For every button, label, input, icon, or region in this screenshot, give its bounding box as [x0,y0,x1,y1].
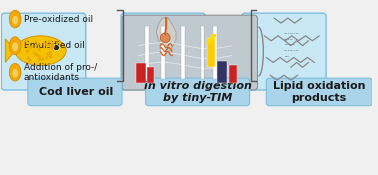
Ellipse shape [12,42,18,51]
Circle shape [44,43,47,46]
Bar [208,38,215,67]
Circle shape [38,48,41,51]
Circle shape [53,45,59,51]
Text: Lipid oxidation
products: Lipid oxidation products [273,81,366,103]
Circle shape [26,50,29,53]
Ellipse shape [12,69,18,78]
Polygon shape [156,18,176,52]
Circle shape [46,56,48,59]
FancyBboxPatch shape [146,78,249,106]
Circle shape [26,50,29,52]
Ellipse shape [160,33,170,43]
Circle shape [49,50,52,53]
Ellipse shape [9,37,21,55]
FancyBboxPatch shape [28,78,122,106]
Text: Addition of pro-/
antioxidants: Addition of pro-/ antioxidants [24,62,97,82]
Text: Cod liver oil: Cod liver oil [39,87,113,97]
Circle shape [35,41,37,44]
Circle shape [46,44,50,47]
Circle shape [51,43,54,46]
Circle shape [38,55,41,58]
Circle shape [49,55,52,58]
FancyBboxPatch shape [121,13,205,90]
FancyBboxPatch shape [2,13,86,90]
Circle shape [37,43,40,46]
Circle shape [33,52,36,55]
Bar [161,26,165,79]
Circle shape [25,40,28,43]
Bar [145,26,149,79]
Circle shape [26,57,29,60]
Circle shape [38,58,41,61]
Circle shape [49,46,52,49]
Ellipse shape [12,16,18,24]
Ellipse shape [9,10,21,28]
Circle shape [29,59,31,62]
Bar [181,26,185,79]
Text: —·—·—
—·—
·—·—
—·—·—
·—: —·—·— —·— ·—·— —·—·— ·— [284,31,298,59]
Circle shape [48,40,51,43]
Circle shape [52,45,55,48]
Circle shape [51,47,54,50]
Bar [217,61,227,83]
Circle shape [37,54,40,57]
Circle shape [41,58,44,61]
Ellipse shape [15,36,66,65]
Circle shape [29,46,33,49]
Polygon shape [5,39,15,62]
FancyBboxPatch shape [242,13,326,90]
FancyBboxPatch shape [266,78,372,106]
Text: Emulsified oil: Emulsified oil [24,41,85,50]
FancyBboxPatch shape [122,15,257,90]
Circle shape [48,52,51,55]
Bar [201,26,204,79]
Text: in vitro digestion
by tiny-TIM: in vitro digestion by tiny-TIM [144,81,251,103]
Text: Pre-oxidized oil: Pre-oxidized oil [24,15,93,24]
Circle shape [56,41,59,44]
Circle shape [27,46,30,48]
Ellipse shape [9,63,21,81]
Circle shape [35,53,38,56]
Bar [136,63,146,83]
Bar [147,67,155,83]
Bar [229,65,237,83]
Bar [213,26,217,79]
Circle shape [48,44,51,46]
Circle shape [46,53,49,56]
